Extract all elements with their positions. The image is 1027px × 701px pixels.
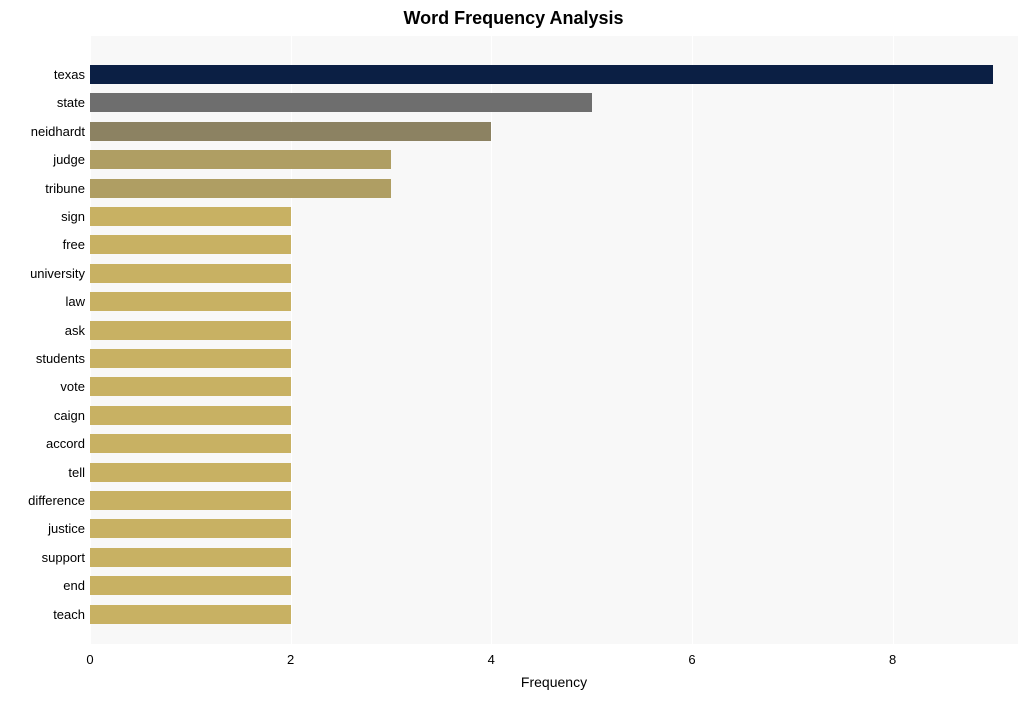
bar-row	[90, 264, 1018, 283]
y-tick-label: justice	[1, 522, 85, 535]
plot-area	[90, 36, 1018, 644]
x-tick-label: 8	[873, 652, 913, 667]
y-tick-label: end	[1, 579, 85, 592]
bar-row	[90, 150, 1018, 169]
bar-row	[90, 434, 1018, 453]
bar-row	[90, 179, 1018, 198]
x-tick-label: 2	[271, 652, 311, 667]
y-tick-label: difference	[1, 494, 85, 507]
bar	[90, 292, 291, 311]
x-tick-label: 0	[70, 652, 110, 667]
bar	[90, 321, 291, 340]
y-tick-label: tell	[1, 466, 85, 479]
bar-row	[90, 519, 1018, 538]
y-tick-label: tribune	[1, 182, 85, 195]
x-tick-label: 6	[672, 652, 712, 667]
y-tick-label: teach	[1, 608, 85, 621]
bar	[90, 122, 491, 141]
y-tick-label: ask	[1, 324, 85, 337]
bar	[90, 519, 291, 538]
bar	[90, 605, 291, 624]
y-tick-label: sign	[1, 210, 85, 223]
bar	[90, 463, 291, 482]
chart-title: Word Frequency Analysis	[0, 8, 1027, 29]
bar	[90, 434, 291, 453]
bar-row	[90, 576, 1018, 595]
bar	[90, 377, 291, 396]
bar-row	[90, 65, 1018, 84]
bar-row	[90, 235, 1018, 254]
bar-row	[90, 406, 1018, 425]
bar-row	[90, 122, 1018, 141]
y-tick-label: state	[1, 96, 85, 109]
bar	[90, 65, 993, 84]
y-tick-label: accord	[1, 437, 85, 450]
bar-row	[90, 93, 1018, 112]
bar-row	[90, 349, 1018, 368]
y-tick-label: caign	[1, 409, 85, 422]
y-tick-label: judge	[1, 153, 85, 166]
bar-row	[90, 321, 1018, 340]
y-tick-label: university	[1, 267, 85, 280]
bar	[90, 150, 391, 169]
y-tick-label: vote	[1, 380, 85, 393]
x-axis-label: Frequency	[90, 674, 1018, 690]
bar	[90, 264, 291, 283]
bar-row	[90, 548, 1018, 567]
y-tick-label: support	[1, 551, 85, 564]
bar	[90, 576, 291, 595]
y-tick-label: neidhardt	[1, 125, 85, 138]
chart-container: Word Frequency Analysis Frequency 0 2 4 6 8 t…	[0, 0, 1027, 701]
bar-row	[90, 207, 1018, 226]
bar-row	[90, 377, 1018, 396]
x-tick-label: 4	[471, 652, 511, 667]
bar	[90, 235, 291, 254]
y-tick-label: texas	[1, 68, 85, 81]
bar	[90, 548, 291, 567]
bar	[90, 93, 592, 112]
bar	[90, 349, 291, 368]
bar	[90, 179, 391, 198]
y-tick-label: free	[1, 238, 85, 251]
y-tick-label: students	[1, 352, 85, 365]
bar-row	[90, 491, 1018, 510]
bar-row	[90, 463, 1018, 482]
bar-row	[90, 605, 1018, 624]
bar	[90, 406, 291, 425]
bar	[90, 207, 291, 226]
bar-row	[90, 292, 1018, 311]
y-tick-label: law	[1, 295, 85, 308]
bar	[90, 491, 291, 510]
